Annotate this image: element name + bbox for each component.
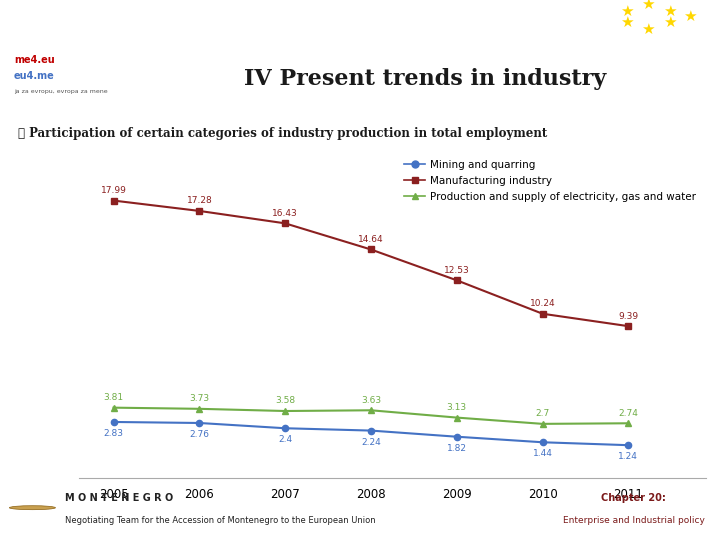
Mining and quarring bbox=[539, 439, 547, 446]
Line: Mining and quarring: Mining and quarring bbox=[110, 419, 631, 448]
Text: Chapter 20: Enterprise and Industrial policy: Chapter 20: Enterprise and Industrial po… bbox=[14, 14, 343, 27]
Mining and quarring bbox=[624, 442, 633, 448]
Text: 1.24: 1.24 bbox=[618, 452, 639, 461]
Text: 2.24: 2.24 bbox=[361, 437, 381, 447]
Text: ★: ★ bbox=[642, 22, 654, 37]
Manufacturing industry bbox=[539, 310, 547, 317]
Production and supply of electricity, gas and water bbox=[109, 404, 118, 411]
Text: IV Present trends in industry: IV Present trends in industry bbox=[243, 68, 606, 90]
Text: 3.58: 3.58 bbox=[275, 396, 295, 406]
Text: 1.82: 1.82 bbox=[446, 444, 467, 453]
Text: 14.64: 14.64 bbox=[358, 235, 384, 244]
Text: ★: ★ bbox=[663, 15, 676, 30]
Text: 2.76: 2.76 bbox=[189, 430, 210, 439]
Text: 17.28: 17.28 bbox=[186, 197, 212, 205]
Text: 2.83: 2.83 bbox=[104, 429, 124, 438]
Circle shape bbox=[9, 506, 55, 510]
Manufacturing industry bbox=[109, 197, 118, 204]
Text: ja za evropu, evropa za mene: ja za evropu, evropa za mene bbox=[14, 89, 108, 93]
Manufacturing industry bbox=[452, 277, 461, 284]
Mining and quarring bbox=[281, 425, 289, 431]
Text: ❖ Participation of certain categories of industry production in total employment: ❖ Participation of certain categories of… bbox=[18, 127, 547, 140]
Production and supply of electricity, gas and water bbox=[366, 407, 375, 414]
Text: 3.13: 3.13 bbox=[446, 403, 467, 412]
Text: ★: ★ bbox=[620, 4, 633, 19]
Text: Enterprise and Industrial policy: Enterprise and Industrial policy bbox=[562, 516, 705, 525]
Text: 3.73: 3.73 bbox=[189, 394, 210, 403]
Manufacturing industry bbox=[281, 220, 289, 227]
Text: 10.24: 10.24 bbox=[530, 299, 555, 308]
Manufacturing industry bbox=[195, 208, 204, 214]
Text: eu4.me: eu4.me bbox=[14, 71, 55, 80]
Mining and quarring bbox=[452, 434, 461, 440]
Production and supply of electricity, gas and water bbox=[281, 408, 289, 414]
Text: 1.44: 1.44 bbox=[533, 449, 552, 458]
Text: ★: ★ bbox=[683, 9, 696, 24]
Text: 2.4: 2.4 bbox=[278, 435, 292, 444]
Text: 3.81: 3.81 bbox=[104, 393, 124, 402]
Production and supply of electricity, gas and water bbox=[452, 414, 461, 421]
Text: 9.39: 9.39 bbox=[618, 312, 639, 321]
Manufacturing industry bbox=[624, 323, 633, 329]
Text: 16.43: 16.43 bbox=[272, 209, 298, 218]
Text: me4.eu: me4.eu bbox=[14, 55, 55, 65]
Text: ★: ★ bbox=[642, 0, 654, 12]
Text: 3.63: 3.63 bbox=[361, 396, 381, 404]
Mining and quarring bbox=[366, 427, 375, 434]
Text: ★: ★ bbox=[663, 4, 676, 19]
Manufacturing industry bbox=[366, 246, 375, 253]
Legend: Mining and quarring, Manufacturing industry, Production and supply of electricit: Mining and quarring, Manufacturing indus… bbox=[400, 156, 701, 206]
Text: 12.53: 12.53 bbox=[444, 266, 469, 275]
Text: ★: ★ bbox=[620, 15, 633, 30]
Line: Production and supply of electricity, gas and water: Production and supply of electricity, ga… bbox=[110, 404, 631, 427]
Text: Negotiating Team for the Accession of Montenegro to the European Union: Negotiating Team for the Accession of Mo… bbox=[65, 516, 375, 525]
Production and supply of electricity, gas and water bbox=[195, 406, 204, 412]
Text: M O N T E N E G R O: M O N T E N E G R O bbox=[65, 493, 173, 503]
Text: 2.74: 2.74 bbox=[618, 409, 639, 418]
Text: Chapter 20:: Chapter 20: bbox=[601, 493, 666, 503]
Mining and quarring bbox=[195, 420, 204, 426]
Text: 17.99: 17.99 bbox=[101, 186, 127, 195]
Mining and quarring bbox=[109, 418, 118, 425]
Production and supply of electricity, gas and water bbox=[539, 421, 547, 427]
Line: Manufacturing industry: Manufacturing industry bbox=[110, 198, 631, 329]
Production and supply of electricity, gas and water bbox=[624, 420, 633, 427]
Text: 2.7: 2.7 bbox=[536, 409, 549, 418]
